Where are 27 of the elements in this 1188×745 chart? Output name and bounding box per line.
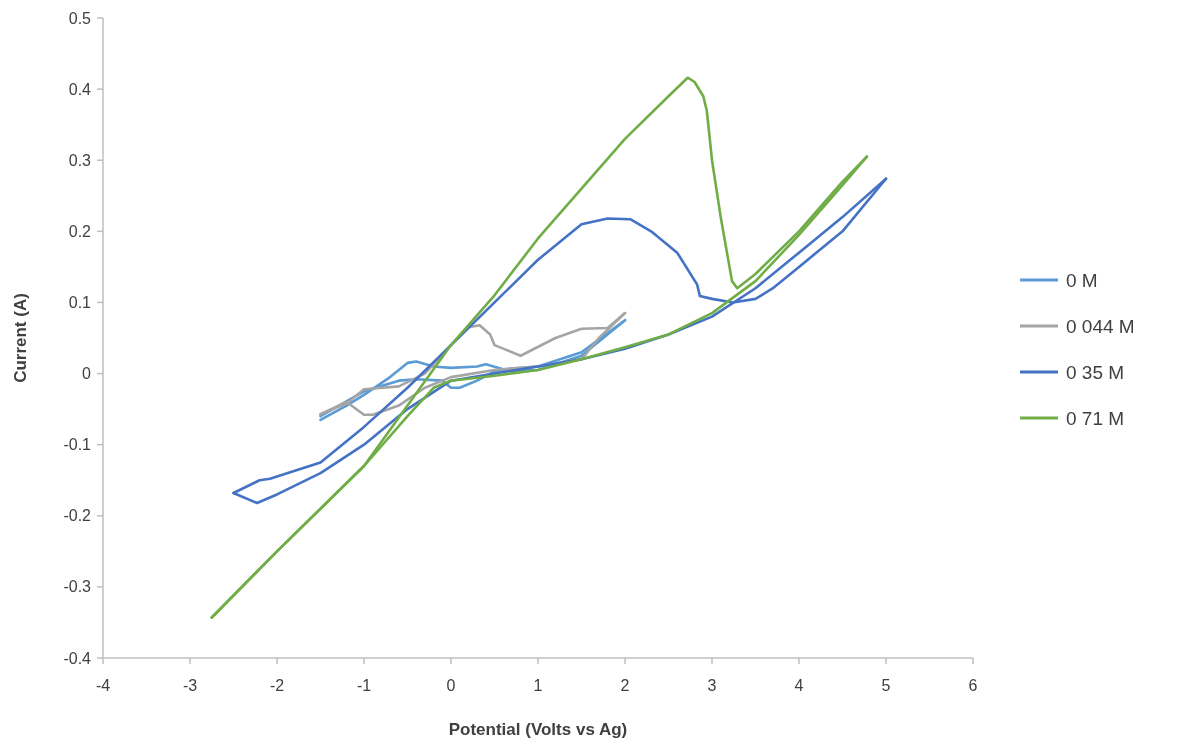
legend-label: 0 044 M [1066,315,1135,337]
y-tick-label: 0 [82,365,92,383]
x-tick-label: 3 [707,677,717,694]
legend-label: 0 71 M [1066,407,1125,429]
y-tick-label: -0.1 [63,436,92,454]
y-tick-label: -0.4 [63,649,92,667]
x-tick-label: 6 [968,677,978,694]
y-tick-label: 0.3 [68,151,92,169]
x-tick-label: -1 [356,677,372,694]
y-tick-label: 0.2 [68,222,92,240]
x-tick-label: -3 [182,677,198,694]
y-tick-label: 0.1 [68,294,92,312]
y-axis-title: Current (A) [11,293,30,383]
x-tick-label: 0 [446,677,456,694]
legend-label: 0 35 M [1066,361,1125,383]
x-axis-title: Potential (Volts vs Ag) [448,720,628,739]
x-tick-label: 4 [794,677,804,694]
y-tick-label: 0.4 [68,80,92,98]
x-tick-label: 2 [620,677,630,694]
y-tick-label: -0.2 [63,507,92,525]
y-tick-label: 0.5 [68,9,92,27]
legend-label: 0 M [1066,269,1098,291]
x-tick-label: -4 [95,677,111,694]
x-tick-label: 1 [533,677,543,694]
x-tick-label: -2 [269,677,285,694]
x-tick-label: 5 [881,677,891,694]
y-tick-label: -0.3 [63,578,92,596]
